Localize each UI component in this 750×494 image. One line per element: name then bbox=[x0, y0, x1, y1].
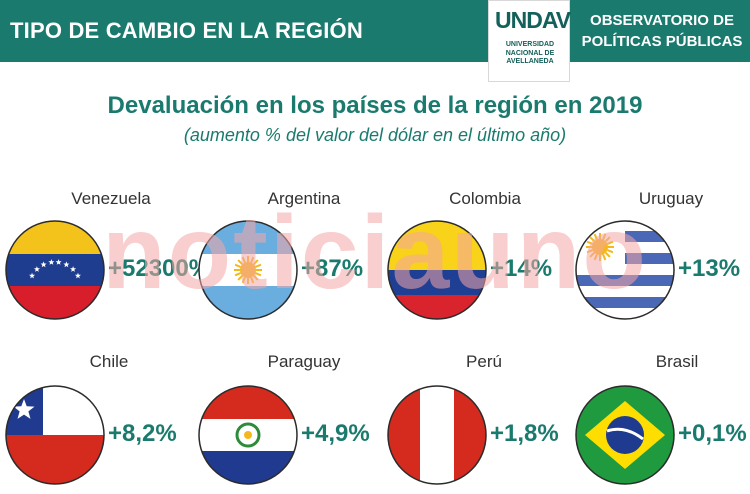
logo-subtitle: UNIVERSIDAD NACIONAL DE AVELLANEDA bbox=[493, 41, 567, 67]
brasil-flag-icon bbox=[575, 385, 675, 485]
chile-flag-icon bbox=[5, 385, 105, 485]
chart-title: Devaluación en los países de la región e… bbox=[107, 92, 643, 119]
venezuela-flag-icon bbox=[5, 220, 105, 320]
svg-text:noticiauno: noticiauno bbox=[102, 196, 648, 311]
paraguay-flag-icon bbox=[198, 385, 298, 485]
value-label-1: +87% bbox=[301, 255, 364, 282]
uruguay-flag-icon bbox=[575, 220, 675, 320]
header-title: TIPO DE CAMBIO EN LA REGIÓN bbox=[10, 18, 363, 43]
header-bar: TIPO DE CAMBIO EN LA REGIÓN OBSERVATORIO… bbox=[0, 0, 750, 62]
watermark: noticiauno bbox=[102, 196, 648, 311]
argentina-flag-icon bbox=[198, 220, 298, 320]
value-label-0: +52300% bbox=[108, 255, 211, 282]
country-name-2: Colombia bbox=[449, 189, 521, 208]
logo-mark: UNDAV bbox=[495, 7, 571, 33]
observatorio-line-1: OBSERVATORIO DE bbox=[590, 12, 734, 29]
value-label-3: +13% bbox=[678, 255, 741, 282]
country-name-5: Paraguay bbox=[267, 352, 341, 371]
peru-flag-icon bbox=[387, 385, 487, 485]
logo-line-2: NACIONAL DE bbox=[505, 49, 555, 57]
value-label-6: +1,8% bbox=[490, 420, 559, 447]
logo-line-3: AVELLANEDA bbox=[506, 58, 554, 65]
country-name-3: Uruguay bbox=[638, 189, 704, 208]
logo-line-1: UNIVERSIDAD bbox=[505, 41, 555, 48]
observatorio-label: OBSERVATORIO DE POLÍTICAS PÚBLICAS bbox=[578, 10, 746, 52]
value-label-4: +8,2% bbox=[108, 420, 177, 447]
country-name-1: Argentina bbox=[267, 189, 341, 208]
country-name-7: Brasil bbox=[655, 352, 699, 371]
undav-logo: UNDAV UNIVERSIDAD NACIONAL DE AVELLANEDA bbox=[488, 0, 571, 82]
observatorio-line-2: POLÍTICAS PÚBLICAS bbox=[581, 33, 743, 50]
country-name-6: Perú bbox=[466, 352, 502, 371]
colombia-flag-icon bbox=[387, 220, 487, 320]
chart-subtitle: (aumento % del valor del dólar en el últ… bbox=[183, 125, 567, 145]
value-label-2: +14% bbox=[490, 255, 553, 282]
country-name-0: Venezuela bbox=[71, 189, 151, 208]
country-name-4: Chile bbox=[89, 352, 129, 371]
value-label-7: +0,1% bbox=[678, 420, 747, 447]
value-label-5: +4,9% bbox=[301, 420, 370, 447]
